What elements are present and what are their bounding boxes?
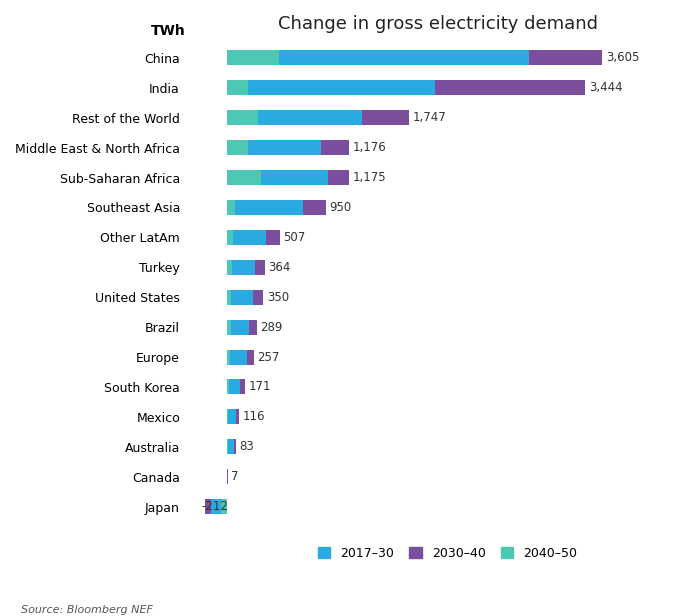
Bar	[231, 290, 253, 305]
Bar	[249, 320, 257, 334]
Bar	[258, 110, 362, 125]
Text: 507: 507	[284, 231, 305, 244]
Text: 3,605: 3,605	[606, 51, 639, 64]
Bar	[248, 80, 435, 95]
Bar	[227, 230, 233, 245]
Bar	[221, 499, 227, 514]
Text: 350: 350	[267, 291, 289, 304]
Bar	[230, 349, 247, 365]
Bar	[235, 200, 303, 215]
Bar	[228, 410, 236, 424]
Text: 3,444: 3,444	[589, 81, 623, 94]
Bar	[435, 80, 585, 95]
Bar	[227, 349, 230, 365]
Bar	[232, 260, 256, 275]
Bar	[227, 320, 232, 334]
Bar	[227, 110, 258, 125]
Bar	[253, 290, 263, 305]
Bar	[247, 349, 253, 365]
Bar	[241, 379, 245, 394]
Bar	[229, 379, 241, 394]
Text: 1,175: 1,175	[353, 171, 386, 184]
Text: 1,747: 1,747	[412, 111, 446, 124]
Bar	[529, 51, 602, 65]
Text: -212: -212	[201, 500, 228, 513]
Bar	[303, 200, 326, 215]
Text: 171: 171	[248, 381, 271, 394]
Bar	[227, 140, 248, 155]
Text: 289: 289	[260, 321, 283, 334]
Bar	[227, 200, 235, 215]
Bar	[248, 140, 321, 155]
Bar	[227, 51, 279, 65]
Text: 257: 257	[258, 351, 279, 363]
Text: 1,176: 1,176	[353, 141, 386, 154]
Text: 7: 7	[231, 470, 239, 483]
Bar	[233, 230, 266, 245]
Bar	[236, 410, 239, 424]
Bar	[227, 80, 248, 95]
Bar	[211, 499, 221, 514]
Text: 950: 950	[330, 201, 351, 214]
Bar	[328, 170, 349, 185]
Bar	[279, 51, 529, 65]
Text: Source: Bloomberg NEF: Source: Bloomberg NEF	[21, 605, 153, 615]
Bar	[227, 439, 228, 454]
Bar	[234, 439, 235, 454]
Bar	[227, 379, 229, 394]
Bar	[205, 499, 211, 514]
Bar	[266, 230, 279, 245]
Bar	[228, 439, 234, 454]
Text: 116: 116	[243, 410, 265, 423]
Bar	[227, 260, 232, 275]
Title: Change in gross electricity demand: Change in gross electricity demand	[278, 15, 598, 33]
Bar	[362, 110, 409, 125]
Text: 364: 364	[268, 261, 290, 274]
Text: TWh: TWh	[150, 23, 186, 38]
Bar	[227, 170, 260, 185]
Bar	[232, 320, 249, 334]
Bar	[256, 260, 265, 275]
Bar	[227, 410, 228, 424]
Bar	[227, 290, 231, 305]
Legend: 2017–30, 2030–40, 2040–50: 2017–30, 2030–40, 2040–50	[313, 542, 582, 565]
Text: 83: 83	[239, 440, 254, 453]
Bar	[260, 170, 328, 185]
Bar	[321, 140, 349, 155]
